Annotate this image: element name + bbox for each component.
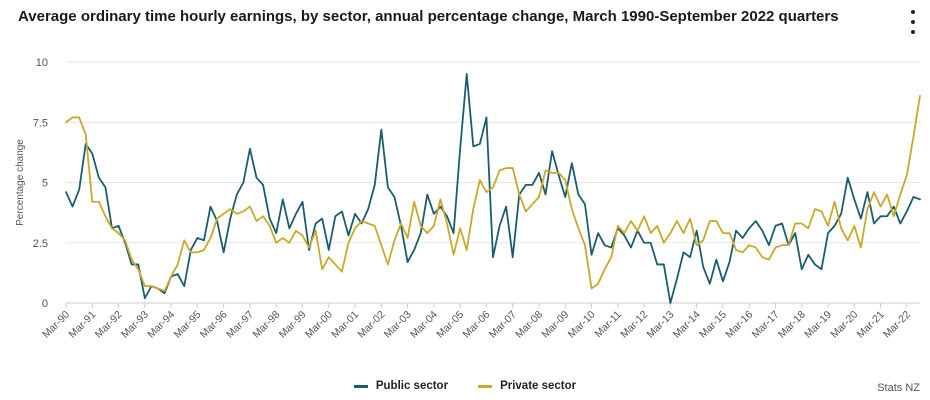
source-credit[interactable]: Stats NZ xyxy=(877,382,920,394)
x-tick-label: Mar-21 xyxy=(855,309,887,341)
legend-label-private: Private sector xyxy=(500,380,577,392)
y-tick-label: 0 xyxy=(42,298,48,310)
private-sector-line xyxy=(65,94,921,292)
x-tick-label: Mar-00 xyxy=(303,309,335,341)
y-tick-label: 5 xyxy=(42,178,48,190)
legend-swatch-public xyxy=(353,384,368,388)
x-tick-label: Mar-04 xyxy=(408,309,440,341)
legend-item-private[interactable]: Private sector xyxy=(478,380,576,392)
legend-item-public[interactable]: Public sector xyxy=(353,380,449,392)
y-axis-title: Percentage change xyxy=(15,139,26,226)
x-tick-label: Mar-06 xyxy=(461,309,493,341)
legend-label-public: Public sector xyxy=(375,380,449,392)
x-tick-label: Mar-07 xyxy=(487,309,519,341)
x-tick-label: Mar-91 xyxy=(66,309,98,341)
menu-dot xyxy=(911,20,915,24)
x-tick-label: Mar-20 xyxy=(828,309,860,341)
x-tick-label: Mar-22 xyxy=(881,309,913,341)
menu-dot xyxy=(911,30,915,34)
x-tick-label: Mar-97 xyxy=(224,309,256,341)
chart-title: Average ordinary time hourly earnings, b… xyxy=(18,8,839,25)
x-tick-label: Mar-02 xyxy=(355,309,387,341)
x-tick-label: Mar-11 xyxy=(592,309,624,341)
x-tick-label: Mar-13 xyxy=(644,309,676,341)
x-tick-label: Mar-93 xyxy=(119,309,151,341)
y-tick-label: 10 xyxy=(36,57,48,69)
public-sector-line xyxy=(65,73,921,304)
x-tick-label: Mar-01 xyxy=(329,309,361,341)
x-tick-label: Mar-08 xyxy=(513,309,545,341)
x-tick-label: Mar-17 xyxy=(750,309,782,341)
x-tick-label: Mar-14 xyxy=(671,309,703,341)
x-tick-label: Mar-03 xyxy=(382,309,414,341)
x-tick-label: Mar-94 xyxy=(145,309,177,341)
chart-legend: Public sector Private sector xyxy=(0,380,930,392)
x-tick-label: Mar-95 xyxy=(171,309,203,341)
x-tick-label: Mar-18 xyxy=(776,309,808,341)
x-tick-label: Mar-10 xyxy=(566,309,598,341)
x-tick-label: Mar-96 xyxy=(198,309,230,341)
x-tick-label: Mar-98 xyxy=(250,309,282,341)
x-tick-label: Mar-12 xyxy=(618,309,650,341)
legend-swatch-private xyxy=(478,384,493,388)
x-tick-label: Mar-16 xyxy=(723,309,755,341)
x-tick-label: Mar-92 xyxy=(93,309,125,341)
x-tick-label: Mar-90 xyxy=(40,309,72,341)
x-tick-label: Mar-15 xyxy=(697,309,729,341)
x-tick-label: Mar-99 xyxy=(277,309,309,341)
y-tick-label: 2.5 xyxy=(33,238,48,250)
menu-dot xyxy=(911,10,915,14)
y-tick-label: 7.5 xyxy=(33,117,48,129)
x-tick-label: Mar-19 xyxy=(802,309,834,341)
x-tick-label: Mar-09 xyxy=(539,309,571,341)
x-tick-label: Mar-05 xyxy=(434,309,466,341)
more-options-icon[interactable] xyxy=(906,10,920,34)
